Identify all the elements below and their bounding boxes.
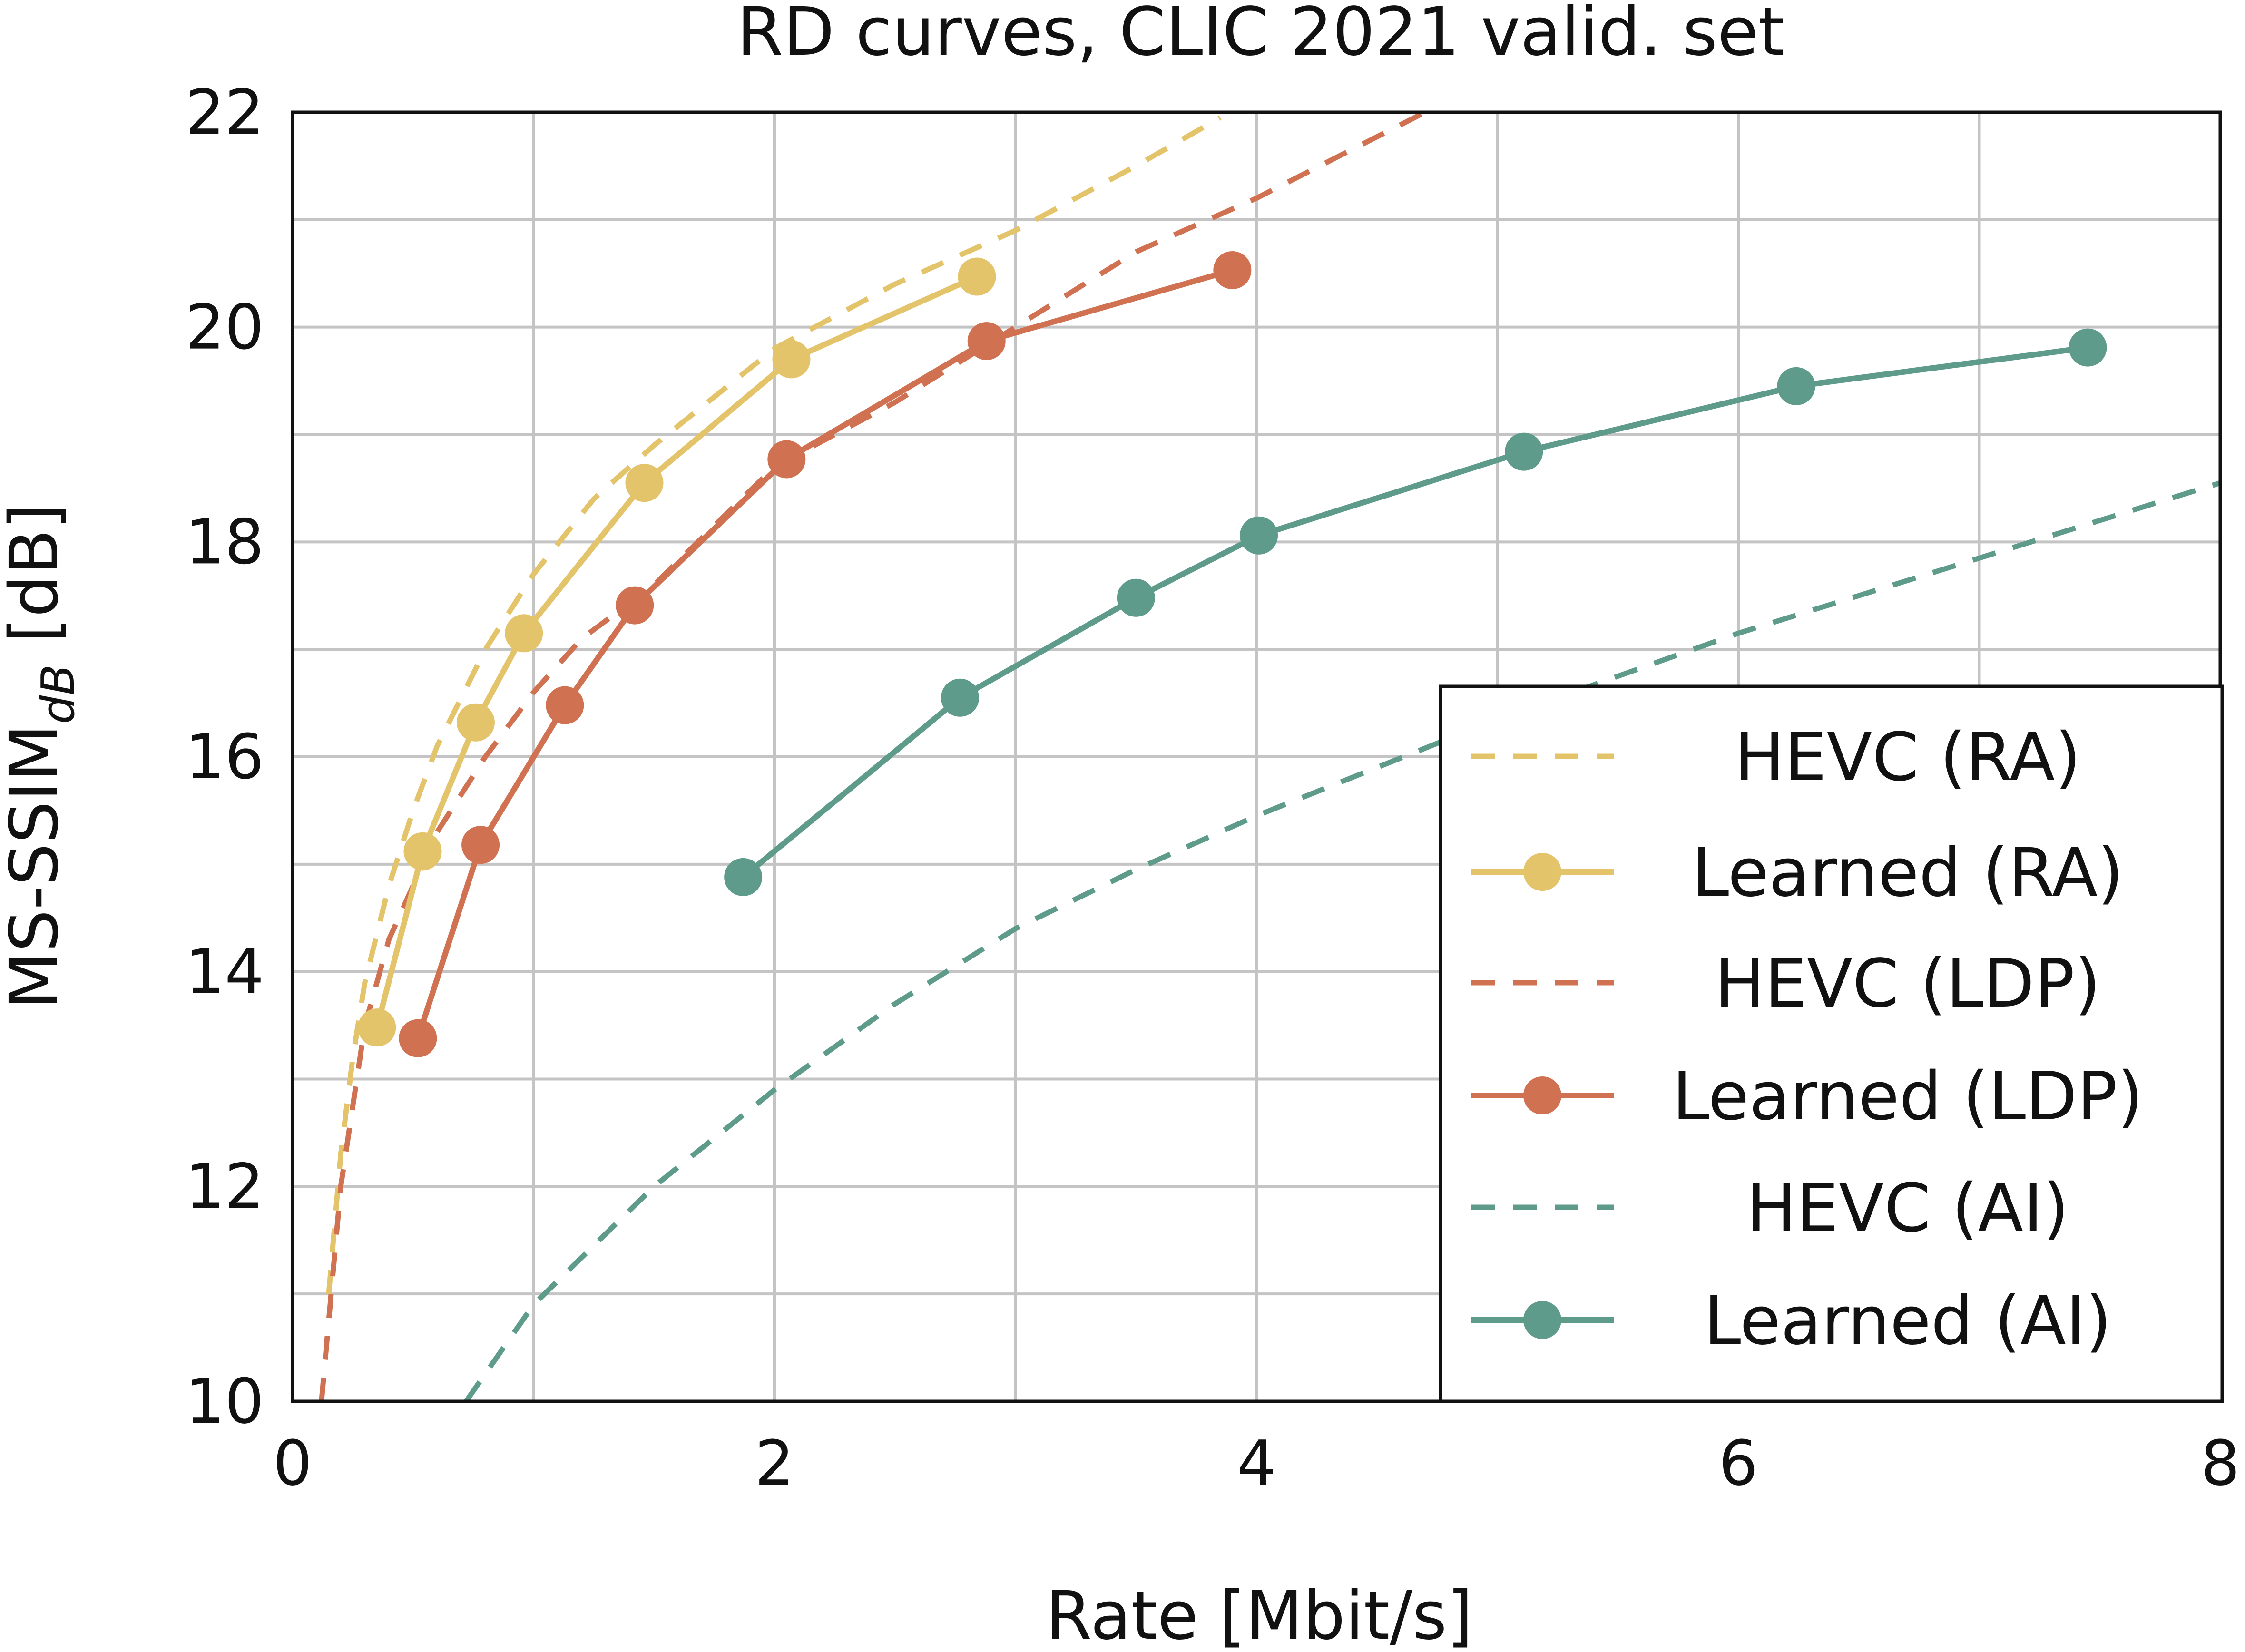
data-point [461,826,500,864]
x-axis-label: Rate [Mbit/s] [1046,1577,1473,1652]
y-axis-label-main: MS-SSIM [0,724,73,1009]
data-point [1777,367,1815,405]
axis-ticks: 0 2 4 6 8 10 12 14 16 18 20 22 [186,76,2240,1499]
y-tick-label: 14 [186,936,264,1008]
legend-label: Learned (RA) [1692,834,2123,912]
legend: HEVC (RA) Learned (RA) HEVC (LDP) Learned (… [1439,684,2224,1403]
x-tick-label: 8 [2201,1427,2240,1499]
data-point [546,686,584,724]
x-tick-label: 6 [1719,1427,1758,1499]
legend-label: HEVC (RA) [1735,719,2081,796]
y-axis-label: MS-SSIMdB [dB] [0,503,85,1009]
y-tick-label: 12 [186,1150,264,1222]
data-point [958,257,996,296]
data-point [403,832,442,870]
series-hevc-ra [326,115,1222,1294]
data-point [772,340,811,379]
data-point [505,614,543,653]
legend-item-hevc-ai: HEVC (AI) [1471,1170,2069,1247]
series-learned-ra [358,257,996,1047]
data-point [941,678,980,717]
legend-label: Learned (AI) [1704,1282,2111,1360]
data-point [456,703,495,742]
legend-label: Learned (LDP) [1672,1058,2143,1135]
legend-marker [1523,1076,1561,1114]
legend-label: HEVC (LDP) [1715,945,2100,1023]
legend-item-hevc-ldp: HEVC (LDP) [1471,945,2101,1023]
legend-label: HEVC (AI) [1746,1170,2069,1247]
data-point [724,858,763,896]
x-tick-label: 0 [273,1427,313,1499]
data-point [1240,516,1278,555]
series-learned-ai [724,328,2107,896]
y-tick-label: 20 [186,291,264,363]
x-tick-label: 2 [755,1427,794,1499]
data-point [625,464,664,502]
legend-item-learned-ai: Learned (AI) [1471,1282,2112,1360]
plot-series [319,112,2220,1401]
legend-box [1439,684,2224,1403]
series-line [374,274,978,1028]
legend-item-learned-ra: Learned (RA) [1471,834,2124,912]
legend-item-learned-ldp: Learned (LDP) [1471,1058,2143,1135]
x-tick-label: 4 [1237,1427,1276,1499]
series-line [415,267,1234,1039]
y-tick-label: 22 [186,76,264,148]
data-point [1505,432,1543,471]
data-point [399,1019,437,1057]
y-tick-label: 18 [186,506,264,578]
data-point [1117,578,1155,617]
y-axis-label-subscript: dB [32,665,85,724]
legend-item-hevc-ra: HEVC (RA) [1471,719,2081,796]
y-tick-label: 10 [186,1365,264,1437]
series-line [464,480,2220,1401]
data-point [2069,328,2107,367]
data-point [616,586,654,625]
legend-marker [1523,1301,1561,1339]
data-point [967,322,1006,361]
legend-marker [1523,853,1561,891]
data-point [358,1008,396,1047]
data-point [767,440,806,479]
data-point [1213,251,1252,289]
series-line [326,115,1222,1294]
y-axis-label-unit: [dB] [0,503,73,665]
series-hevc-ai [464,480,2220,1401]
series-learned-ldp [399,251,1252,1057]
y-tick-label: 16 [186,721,264,793]
chart-title: RD curves, CLIC 2021 valid. set [737,0,1784,71]
